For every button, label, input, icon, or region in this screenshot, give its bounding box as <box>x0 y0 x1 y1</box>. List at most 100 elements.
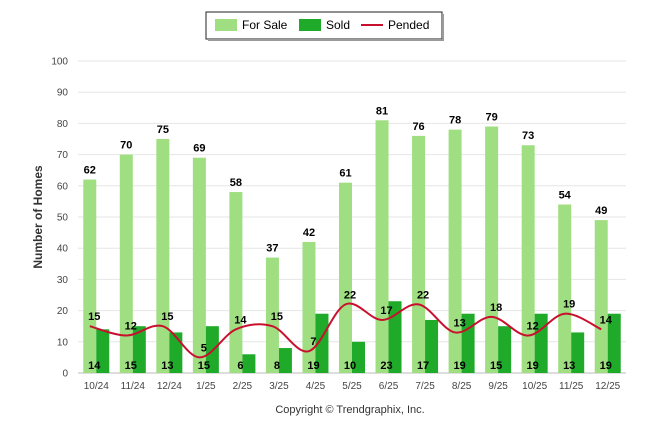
legend-label-pended: Pended <box>388 18 429 32</box>
x-tick-label-3-25: 3/25 <box>269 381 289 392</box>
x-tick-label-7-25: 7/25 <box>415 381 435 392</box>
label-pended-7: 22 <box>344 289 356 301</box>
label-for-sale-0: 62 <box>84 165 96 177</box>
label-for-sale-4: 58 <box>230 177 242 189</box>
label-sold-9: 17 <box>417 360 429 372</box>
bar-for-sale-14 <box>594 220 608 373</box>
label-sold-2: 13 <box>161 360 173 372</box>
bar-for-sale-1 <box>119 154 133 373</box>
label-sold-12: 19 <box>527 360 539 372</box>
bar-sold-7 <box>352 341 365 373</box>
x-tick-label-2-25: 2/25 <box>233 381 253 392</box>
label-for-sale-2: 75 <box>157 124 169 136</box>
label-sold-10: 19 <box>453 360 465 372</box>
x-tick-label-11-24: 11/24 <box>121 381 146 392</box>
label-pended-5: 15 <box>271 311 283 323</box>
bar-for-sale-12 <box>521 145 535 373</box>
y-tick-label-20: 20 <box>57 306 69 317</box>
label-for-sale-9: 76 <box>412 121 424 133</box>
label-pended-12: 12 <box>527 321 539 333</box>
copyright-text: Copyright © Trendgraphix, Inc. <box>275 404 424 416</box>
bar-for-sale-11 <box>485 126 499 374</box>
y-tick-label-60: 60 <box>57 181 69 192</box>
x-tick-label-11-25: 11/25 <box>559 381 584 392</box>
bar-for-sale-4 <box>229 192 243 373</box>
bar-sold-2 <box>169 332 183 373</box>
x-tick-label-12-24: 12/24 <box>157 381 182 392</box>
label-sold-11: 15 <box>490 360 502 372</box>
axes: 0 10 20 30 40 50 60 70 80 90 100 10/24 11/24 12/24 1/2… <box>51 57 620 393</box>
bar-for-sale-3 <box>192 157 206 373</box>
x-tick-label-5-25: 5/25 <box>342 381 362 392</box>
x-tick-label-8-25: 8/25 <box>452 381 472 392</box>
bar-for-sale-7 <box>339 182 352 373</box>
x-tick-label-10-24: 10/24 <box>84 381 109 392</box>
label-for-sale-3: 69 <box>193 143 205 155</box>
bar-for-sale-13 <box>558 204 572 373</box>
label-for-sale-14: 49 <box>595 205 607 217</box>
label-for-sale-12: 73 <box>522 130 534 142</box>
label-pended-10: 13 <box>453 317 465 329</box>
bar-sold-5 <box>278 348 292 373</box>
bar-sold-6 <box>315 313 329 373</box>
bar-sold-0 <box>96 329 110 373</box>
bar-for-sale-8 <box>375 120 389 373</box>
bar-sold-9 <box>425 319 439 373</box>
label-pended-14: 14 <box>600 314 613 326</box>
y-tick-label-40: 40 <box>57 244 69 255</box>
legend-shadow-bottom <box>208 39 444 41</box>
legend-shadow-right <box>442 14 444 41</box>
bar-sold-1 <box>132 326 146 373</box>
bar-for-sale-9 <box>412 135 426 373</box>
y-tick-label-100: 100 <box>51 57 68 68</box>
bar-for-sale-6 <box>302 241 316 373</box>
x-tick-label-12-25: 12/25 <box>595 381 620 392</box>
label-pended-4: 14 <box>234 314 247 326</box>
pended-line-path <box>89 302 602 359</box>
pended-line <box>89 302 602 359</box>
legend-label-sold: Sold <box>326 18 350 32</box>
y-axis-title: Number of Homes <box>31 165 45 269</box>
bar-sold-4 <box>242 354 256 373</box>
label-sold-5: 8 <box>274 360 280 372</box>
x-tick-label-9-25: 9/25 <box>488 381 508 392</box>
x-tick-label-4-25: 4/25 <box>306 381 326 392</box>
x-tick-label-6-25: 6/25 <box>379 381 399 392</box>
label-pended-2: 15 <box>161 311 173 323</box>
bar-for-sale-2 <box>156 139 170 373</box>
y-tick-label-10: 10 <box>57 337 69 348</box>
label-for-sale-7: 61 <box>339 168 351 180</box>
label-pended-11: 18 <box>490 302 502 314</box>
bar-sold-11 <box>498 326 512 373</box>
label-sold-0: 14 <box>88 360 101 372</box>
legend-label-for-sale: For Sale <box>242 18 288 32</box>
label-sold-7: 10 <box>344 360 356 372</box>
label-pended-0: 15 <box>88 311 100 323</box>
label-for-sale-6: 42 <box>303 227 315 239</box>
bar-sold-12 <box>534 313 548 373</box>
label-sold-4: 6 <box>237 360 243 372</box>
label-for-sale-13: 54 <box>559 190 572 202</box>
x-tick-label-10-25: 10/25 <box>522 381 547 392</box>
y-tick-label-70: 70 <box>57 150 69 161</box>
bar-for-sale-0 <box>83 179 97 373</box>
label-sold-8: 23 <box>380 360 392 372</box>
label-for-sale-10: 78 <box>449 115 461 127</box>
y-tick-label-80: 80 <box>57 119 69 130</box>
label-pended-9: 22 <box>417 289 429 301</box>
label-pended-3: 5 <box>201 342 207 354</box>
bar-for-sale-5 <box>265 257 279 373</box>
bar-for-sale-10 <box>448 129 462 373</box>
legend: For Sale Sold Pended <box>205 11 444 41</box>
label-for-sale-8: 81 <box>376 105 388 117</box>
bars <box>83 120 621 374</box>
label-sold-1: 15 <box>125 360 137 372</box>
y-tick-label-90: 90 <box>57 88 69 99</box>
label-for-sale-5: 37 <box>266 243 278 255</box>
x-tick-label-1-25: 1/25 <box>196 381 216 392</box>
legend-swatch-for-sale <box>215 19 237 31</box>
label-for-sale-11: 79 <box>486 112 498 124</box>
bar-sold-10 <box>461 313 475 373</box>
label-sold-14: 19 <box>600 360 612 372</box>
